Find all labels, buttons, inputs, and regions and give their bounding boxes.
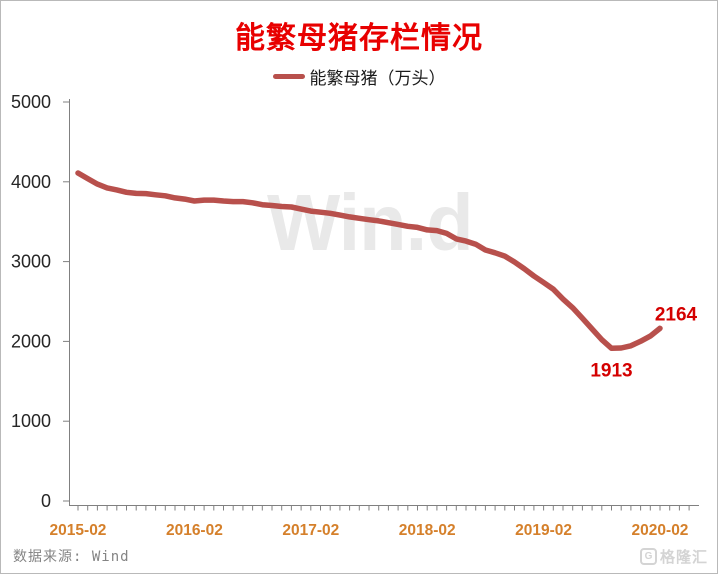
legend-line-icon: [272, 74, 305, 79]
data-line-series: [75, 170, 663, 352]
axes: [63, 99, 699, 511]
svg-text:4000: 4000: [11, 172, 51, 192]
svg-text:3000: 3000: [11, 252, 51, 272]
source-note: 数据来源: Wind: [13, 549, 130, 565]
svg-text:2015-02: 2015-02: [50, 522, 107, 539]
gelonghui-label: 格隆汇: [659, 549, 708, 566]
svg-text:1000: 1000: [11, 411, 51, 431]
svg-text:2019-02: 2019-02: [515, 522, 572, 539]
chart-title: 能繁母猪存栏情况: [235, 22, 483, 55]
gelonghui-icon: G: [639, 548, 657, 565]
legend-label: 能繁母猪（万头）: [309, 69, 446, 88]
x-axis-labels: 2015-02 2016-02 2017-02 2018-02 2019-02 2020-…: [50, 522, 689, 539]
svg-text:2164: 2164: [655, 304, 698, 325]
svg-text:2018-02: 2018-02: [399, 522, 456, 539]
y-axis-labels: 0 1000 2000 3000 4000 5000: [11, 92, 51, 511]
svg-text:0: 0: [41, 491, 51, 511]
svg-text:2020-02: 2020-02: [632, 522, 689, 539]
svg-text:2017-02: 2017-02: [282, 522, 339, 539]
svg-text:2016-02: 2016-02: [166, 522, 223, 539]
svg-text:1913: 1913: [590, 360, 632, 381]
data-labels: 1913 2164: [590, 304, 697, 381]
legend: 能繁母猪（万头）: [1, 64, 717, 89]
svg-text:2000: 2000: [11, 331, 51, 351]
gelonghui-logo: G 格隆汇: [639, 546, 708, 567]
svg-text:5000: 5000: [11, 92, 51, 112]
